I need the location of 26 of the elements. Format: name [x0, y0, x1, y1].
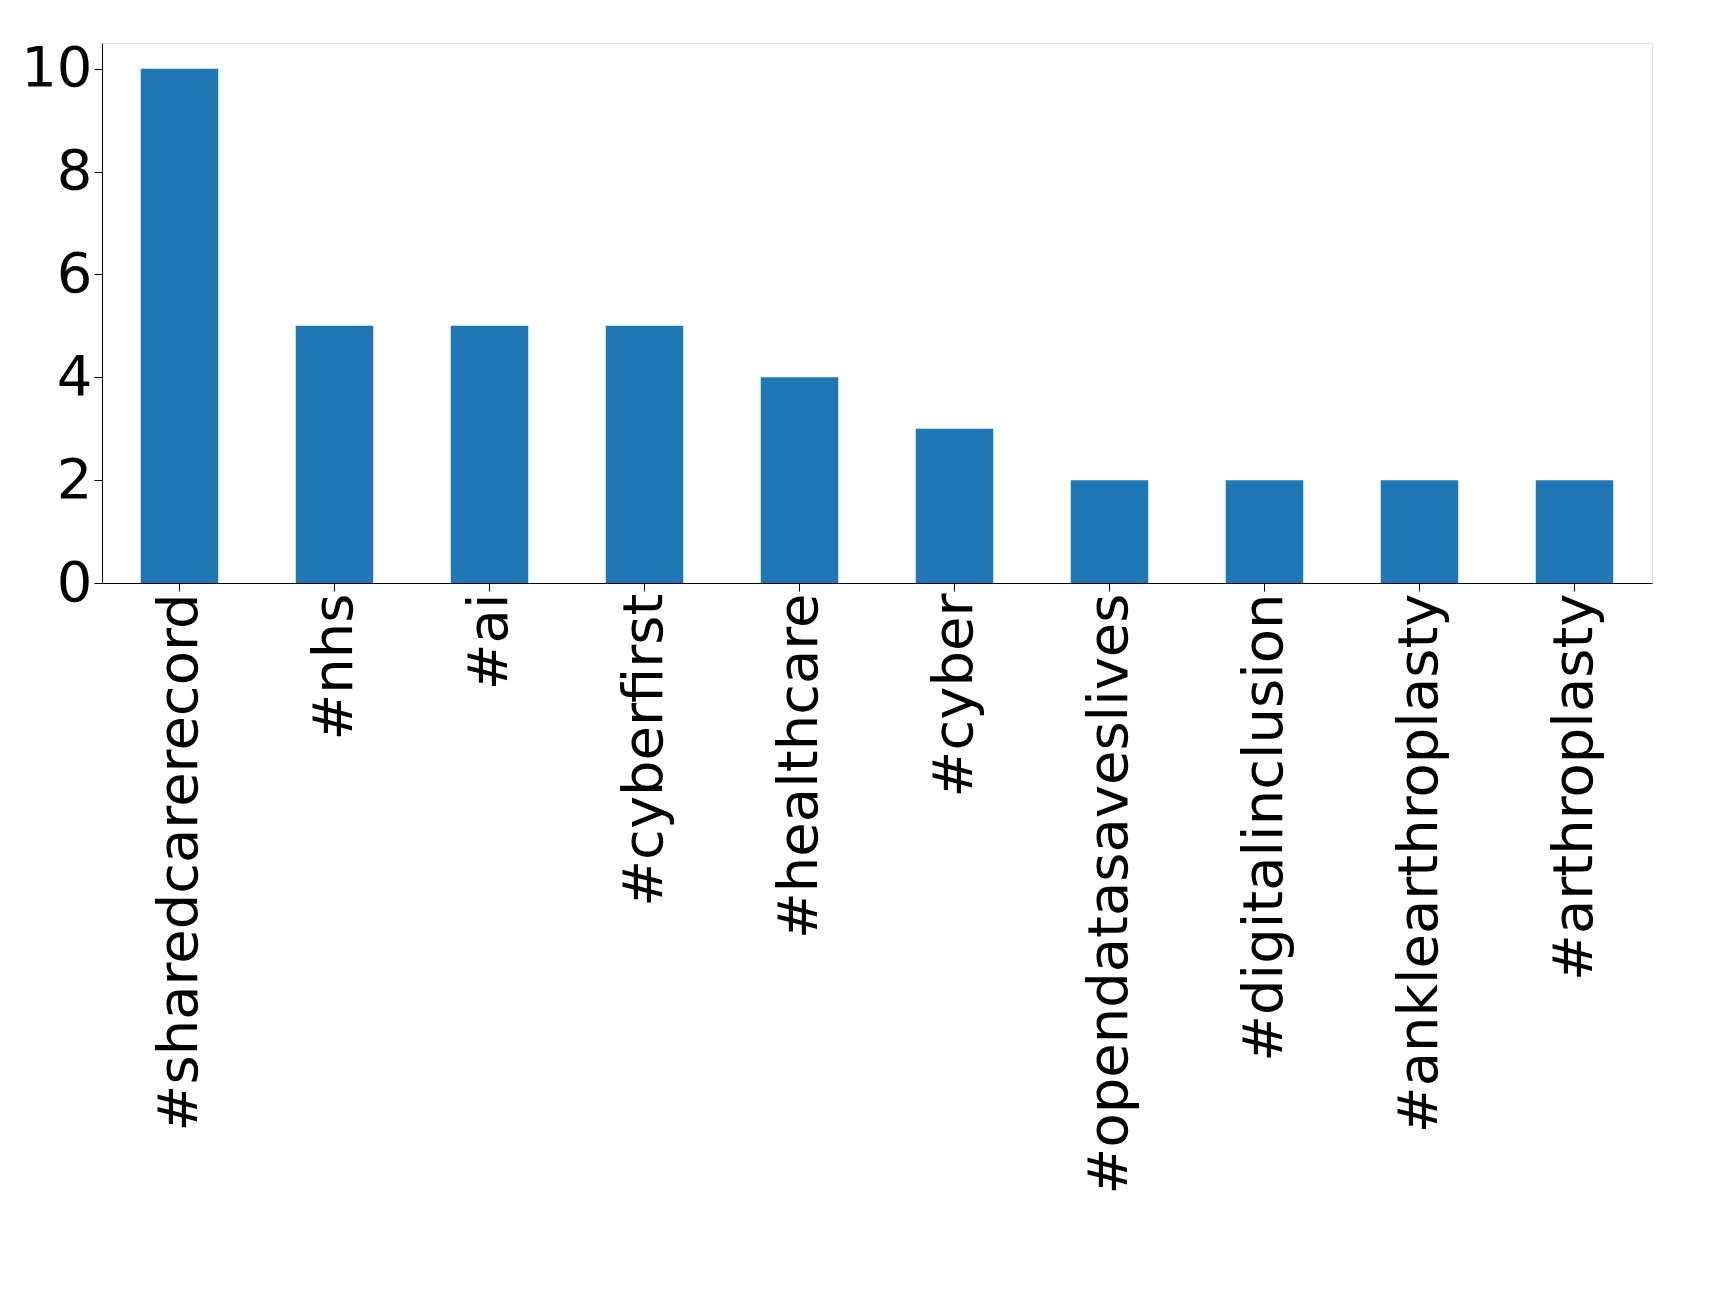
y-tick-label: 2 — [56, 445, 93, 511]
y-tick-label: 10 — [21, 34, 93, 100]
x-tick-label: #opendatasaveslives — [1074, 593, 1140, 1195]
bar — [1535, 480, 1614, 583]
x-tick-label: #arthroplasty — [1539, 593, 1605, 981]
y-tick-label: 8 — [56, 137, 93, 203]
bar — [1070, 480, 1149, 583]
bar — [760, 377, 839, 583]
x-tick-label: #cyber — [919, 592, 985, 798]
bar — [605, 325, 684, 583]
x-tick-label: #cyberfirst — [609, 593, 675, 907]
bar — [1225, 480, 1304, 583]
y-tick-label: 0 — [56, 548, 93, 614]
bar — [915, 428, 994, 583]
bar — [450, 325, 529, 583]
x-tick-label: #nhs — [299, 593, 365, 741]
x-tick-label: #digitalinclusion — [1229, 593, 1295, 1062]
x-tick-label: #sharedcarerecord — [144, 593, 210, 1132]
y-tick-label: 6 — [56, 239, 93, 305]
x-tick-label: #ai — [454, 593, 520, 691]
x-tick-label: #healthcare — [764, 593, 830, 940]
bar — [1380, 480, 1459, 583]
bar — [295, 325, 374, 583]
x-tick-label: #anklearthroplasty — [1384, 593, 1450, 1134]
bar — [140, 68, 219, 583]
y-tick-label: 4 — [56, 342, 93, 408]
